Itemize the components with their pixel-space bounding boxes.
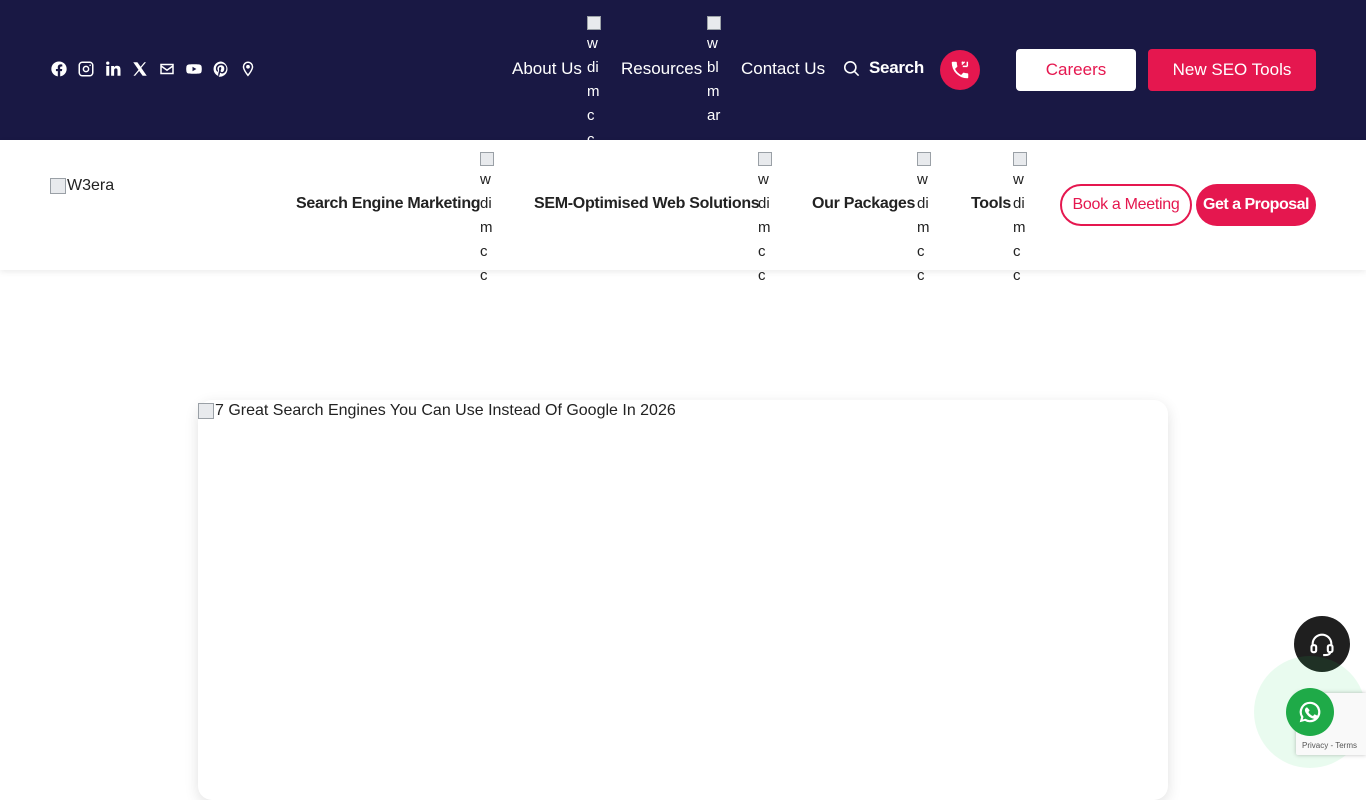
packages-dropdown-image: w di m cc <box>917 152 931 288</box>
about-dropdown-image: w di m cc <box>587 16 601 152</box>
new-seo-tools-button[interactable]: New SEO Tools <box>1148 49 1316 91</box>
search-label: Search <box>869 58 924 77</box>
linkedin-icon[interactable] <box>104 60 122 78</box>
search-icon <box>843 60 860 76</box>
nav-about-us[interactable]: About Us <box>512 59 582 78</box>
search-button[interactable]: Search <box>842 58 924 78</box>
nav-tools[interactable]: Tools <box>971 195 1011 212</box>
support-chat-button[interactable] <box>1294 616 1350 672</box>
featured-article-card: 7 Great Search Engines You Can Use Inste… <box>198 400 1168 800</box>
pinterest-icon[interactable] <box>212 60 230 78</box>
youtube-icon[interactable] <box>185 60 203 78</box>
recaptcha-links[interactable]: Privacy - Terms <box>1302 741 1357 750</box>
mail-icon[interactable] <box>158 60 176 78</box>
location-icon[interactable] <box>239 60 257 78</box>
logo[interactable]: W3era <box>50 177 114 195</box>
resources-dropdown-image: w bl m ar <box>707 16 721 128</box>
nav-sem-web-solutions[interactable]: SEM-Optimised Web Solutions <box>534 195 760 212</box>
whatsapp-button[interactable] <box>1286 688 1334 736</box>
web-solutions-dropdown-image: w di m cc <box>758 152 772 288</box>
nav-contact-us[interactable]: Contact Us <box>741 59 826 78</box>
nav-search-engine-marketing[interactable]: Search Engine Marketing <box>296 195 481 212</box>
recaptcha-separator: - <box>1328 741 1336 750</box>
article-hero-image[interactable]: 7 Great Search Engines You Can Use Inste… <box>198 402 676 420</box>
top-bar: About Us w di m cc Resources w bl m ar C… <box>0 0 1366 148</box>
social-links <box>50 60 257 78</box>
whatsapp-icon <box>1299 701 1321 723</box>
facebook-icon[interactable] <box>50 60 68 78</box>
recaptcha-terms-link[interactable]: Terms <box>1335 741 1357 750</box>
phone-call-button[interactable] <box>940 50 980 90</box>
book-meeting-button[interactable]: Book a Meeting <box>1060 184 1192 226</box>
nav-resources[interactable]: Resources <box>621 59 703 78</box>
main-navigation: W3era Search Engine Marketing w di m cc … <box>0 140 1366 284</box>
x-icon[interactable] <box>131 60 149 78</box>
instagram-icon[interactable] <box>77 60 95 78</box>
careers-button[interactable]: Careers <box>1016 49 1136 91</box>
headset-icon <box>1310 633 1334 657</box>
get-proposal-button[interactable]: Get a Proposal <box>1196 184 1316 226</box>
sem-dropdown-image: w di m cc <box>480 152 494 288</box>
nav-our-packages[interactable]: Our Packages <box>812 195 916 212</box>
tools-dropdown-image: w di m cc <box>1013 152 1027 288</box>
recaptcha-privacy-link[interactable]: Privacy <box>1302 741 1329 750</box>
phone-icon <box>951 61 969 79</box>
